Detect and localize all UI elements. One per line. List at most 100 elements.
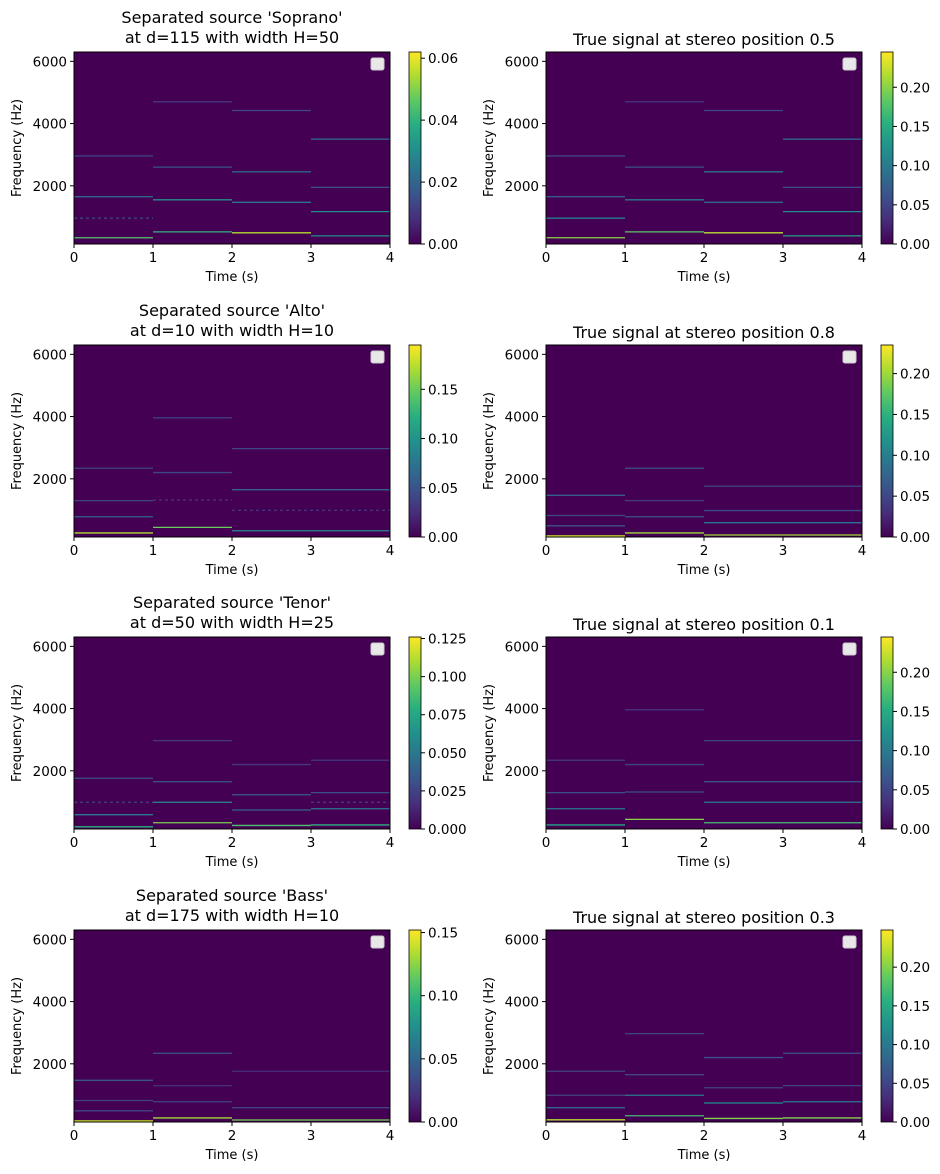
y-tick-label: 2000: [33, 764, 67, 780]
colorbar-tick-label: 0.05: [900, 198, 930, 214]
plot-background: [546, 930, 862, 1122]
plot-background: [74, 52, 390, 244]
y-tick-label: 2000: [505, 472, 539, 488]
x-tick-label: 4: [858, 835, 867, 851]
legend-box: [842, 350, 857, 364]
x-axis-label: Time (s): [205, 563, 259, 578]
colorbar: [408, 51, 422, 245]
x-tick-label: 2: [700, 250, 709, 266]
colorbar-tick-label: 0.05: [900, 783, 930, 799]
colorbar-tick-label: 0.15: [900, 999, 930, 1015]
x-tick-label: 0: [70, 1128, 79, 1144]
x-tick-label: 4: [386, 1128, 395, 1144]
legend-box: [370, 642, 385, 656]
y-tick-label: 6000: [33, 932, 67, 948]
colorbar-tick-label: 0.04: [428, 113, 458, 129]
colorbar: [408, 929, 422, 1123]
x-tick-label: 1: [621, 1128, 630, 1144]
colorbar-tick-label: 0.00: [900, 237, 930, 253]
subplot-1: 0 1 2 3 4 2000 4000 6000 Time (s) Frequency (Hz) S…: [10, 8, 458, 285]
colorbar-tick-label: 0.00: [428, 530, 458, 546]
colorbar-tick-label: 0.05: [900, 489, 930, 505]
colorbar-tick-label: 0.06: [428, 51, 458, 67]
chart-title: Separated source 'Bass': [136, 886, 328, 905]
chart-title: at d=175 with width H=10: [125, 906, 339, 925]
x-tick-label: 3: [307, 835, 316, 851]
x-tick-label: 2: [228, 1128, 237, 1144]
y-tick-label: 2000: [505, 764, 539, 780]
colorbar-tick-label: 0.05: [428, 1052, 458, 1068]
legend-box: [370, 57, 385, 71]
x-tick-label: 1: [621, 250, 630, 266]
x-axis-label: Time (s): [205, 855, 259, 870]
y-tick-label: 6000: [505, 347, 539, 363]
colorbar-tick-label: 0.15: [900, 119, 930, 135]
x-tick-label: 3: [779, 250, 788, 266]
subplot-4: 0 1 2 3 4 2000 4000 6000 Time (s) Frequency (Hz) T…: [482, 323, 930, 578]
y-axis-label: Frequency (Hz): [482, 684, 497, 782]
y-tick-label: 4000: [33, 410, 67, 426]
colorbar-tick-label: 0.10: [900, 744, 930, 760]
x-tick-label: 2: [700, 1128, 709, 1144]
y-axis-label: Frequency (Hz): [10, 392, 25, 490]
plot-background: [74, 637, 390, 829]
colorbar-tick-label: 0.10: [900, 1038, 930, 1054]
colorbar: [880, 636, 894, 830]
x-axis-label: Time (s): [205, 1148, 259, 1163]
y-axis-label: Frequency (Hz): [482, 99, 497, 197]
y-axis-label: Frequency (Hz): [10, 977, 25, 1075]
x-tick-label: 4: [858, 1128, 867, 1144]
colorbar-tick-label: 0.10: [428, 989, 458, 1005]
x-tick-label: 1: [149, 835, 158, 851]
colorbar-tick-label: 0.10: [900, 448, 930, 464]
x-tick-label: 2: [700, 835, 709, 851]
y-axis-label: Frequency (Hz): [10, 684, 25, 782]
y-tick-label: 6000: [33, 347, 67, 363]
colorbar-tick-label: 0.15: [428, 382, 458, 398]
colorbar-tick-label: 0.050: [428, 746, 467, 762]
y-tick-label: 6000: [505, 54, 539, 70]
plot-background: [74, 930, 390, 1122]
colorbar-tick-label: 0.075: [428, 708, 467, 724]
legend-box: [842, 57, 857, 71]
chart-title: at d=115 with width H=50: [125, 28, 339, 47]
y-axis-label: Frequency (Hz): [482, 392, 497, 490]
x-tick-label: 0: [70, 835, 79, 851]
legend-box: [842, 642, 857, 656]
colorbar: [408, 344, 422, 538]
y-tick-label: 2000: [505, 179, 539, 195]
x-tick-label: 2: [228, 835, 237, 851]
colorbar-tick-label: 0.00: [900, 822, 930, 838]
colorbar: [880, 929, 894, 1123]
x-tick-label: 2: [228, 543, 237, 559]
x-tick-label: 3: [779, 1128, 788, 1144]
colorbar: [880, 51, 894, 245]
x-tick-label: 1: [149, 543, 158, 559]
x-tick-label: 2: [228, 250, 237, 266]
colorbar-tick-label: 0.00: [900, 530, 930, 546]
x-tick-label: 3: [307, 543, 316, 559]
chart-title: True signal at stereo position 0.8: [572, 323, 835, 342]
x-tick-label: 4: [858, 250, 867, 266]
subplot-8: 0 1 2 3 4 2000 4000 6000 Time (s) Frequency (Hz) T…: [482, 908, 930, 1163]
chart-title: Separated source 'Soprano': [121, 8, 342, 27]
y-tick-label: 2000: [33, 179, 67, 195]
chart-title: Separated source 'Tenor': [133, 593, 331, 612]
legend-box: [370, 935, 385, 949]
x-tick-label: 0: [542, 543, 551, 559]
colorbar-tick-label: 0.15: [428, 926, 458, 942]
x-axis-label: Time (s): [205, 270, 259, 285]
y-tick-label: 6000: [505, 932, 539, 948]
x-axis-label: Time (s): [677, 270, 731, 285]
plot-background: [546, 637, 862, 829]
x-axis-label: Time (s): [677, 1148, 731, 1163]
y-tick-label: 4000: [33, 995, 67, 1011]
chart-title: at d=50 with width H=25: [130, 613, 334, 632]
colorbar-tick-label: 0.02: [428, 175, 458, 191]
y-tick-label: 4000: [33, 117, 67, 133]
y-axis-label: Frequency (Hz): [482, 977, 497, 1075]
colorbar-tick-label: 0.025: [428, 784, 467, 800]
y-axis-label: Frequency (Hz): [10, 99, 25, 197]
y-tick-label: 4000: [505, 702, 539, 718]
colorbar-tick-label: 0.10: [900, 159, 930, 175]
